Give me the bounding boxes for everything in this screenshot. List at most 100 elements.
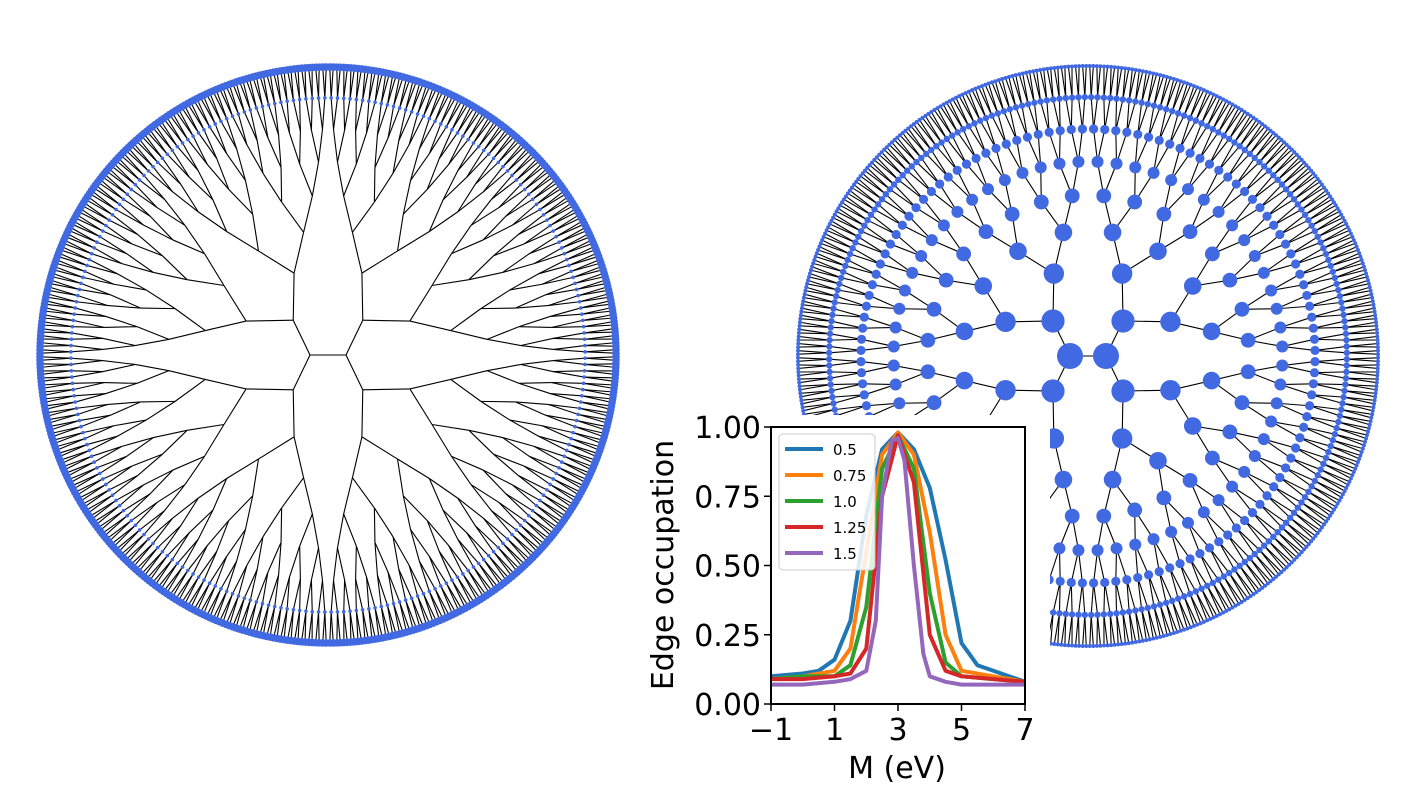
tree-node [1375,359,1380,364]
tree-edge [1346,358,1378,362]
tree-node [875,259,885,269]
tree-edge [873,159,899,181]
tree-edge [41,320,73,328]
tree-node [70,381,75,386]
tree-edge [252,458,260,496]
tree-edge [472,116,490,144]
tree-edge [355,100,364,132]
tree-edge [50,275,82,284]
tree-edge [440,95,454,125]
tree-edge [1344,390,1376,394]
tree-edge [1345,328,1377,335]
tree-edge [509,419,543,427]
tree-edge [174,573,194,600]
tree-edge [1053,67,1061,99]
tree-node [952,165,962,175]
tree-node [1217,95,1222,100]
tree-edge [1218,142,1235,171]
tree-node [1233,603,1238,608]
tree-node [582,368,587,373]
tree-edge [292,100,301,132]
tree-node [1111,263,1133,284]
tree-edge [1058,98,1061,131]
tree-edge [79,207,107,226]
tree-edge [422,88,438,117]
tree-node [1033,129,1043,140]
tree-edge [115,529,140,551]
tree-node [1311,171,1316,176]
tree-node [107,218,111,222]
tree-node [798,391,803,396]
tree-edge [550,393,582,397]
tree-edge [411,81,421,113]
tree-node [1357,456,1362,461]
tree-edge [256,536,264,570]
tree-node [1129,538,1142,551]
tree-edge [1252,179,1279,200]
tree-edge [374,607,383,638]
tree-edge [1323,463,1353,476]
tree-node [266,603,271,607]
tree-edge [451,239,484,255]
tree-edge [853,184,879,205]
tree-edge [242,599,251,631]
tree-edge [113,162,136,186]
tree-edge [507,538,531,561]
tree-node [1302,411,1312,422]
tree-node [797,327,802,332]
tree-edge [1346,364,1378,369]
tree-edge [292,578,301,610]
tree-edge [802,304,834,310]
tree-edge [800,390,832,398]
tree-node [1290,196,1298,203]
tree-node [1372,309,1377,314]
tree-edge [448,139,469,165]
tree-edge [1209,135,1225,165]
tree-node [1012,135,1022,145]
tree-node [1343,336,1350,344]
tree-edge [955,97,970,127]
tree-edge [153,429,188,439]
tree-node [559,460,564,464]
tree-edge [545,288,577,296]
tree-node [1347,228,1352,233]
tree-node [937,219,950,232]
tree-node [1234,301,1250,317]
tree-edge [269,72,276,104]
tree-node [805,281,810,286]
tree-node [1091,155,1104,168]
tree-node [1168,632,1173,637]
tree-node [1234,395,1250,411]
tree-edge [462,573,479,602]
tree-edge [585,349,616,353]
tree-node [1373,313,1378,318]
tree-node [577,406,582,411]
tree-node [1302,290,1312,301]
tree-edge [97,510,124,529]
tree-edge [799,325,831,329]
tree-edge [41,327,72,334]
tree-edge [1330,256,1361,267]
tree-edge [1239,121,1260,147]
tree-edge [428,126,447,154]
tree-edge [1015,107,1028,138]
tree-node [935,179,945,189]
tree-edge [1029,71,1035,103]
tree-node [1360,446,1365,451]
tree-edge [445,582,460,612]
tree-edge [1342,402,1373,412]
tree-edge [392,536,410,566]
tree-edge [1325,242,1356,255]
tree-node [1351,469,1356,474]
tree-node [1304,301,1315,311]
tree-edge [831,220,859,238]
tree-node [1175,110,1182,117]
tree-node [918,194,929,205]
tree-edge [396,458,404,496]
tree-node [1112,65,1117,70]
tree-edge [187,423,225,431]
tree-edge [1343,396,1375,401]
tree-node [1185,81,1190,86]
tree-edge [130,144,154,168]
tree-edge [799,328,831,335]
